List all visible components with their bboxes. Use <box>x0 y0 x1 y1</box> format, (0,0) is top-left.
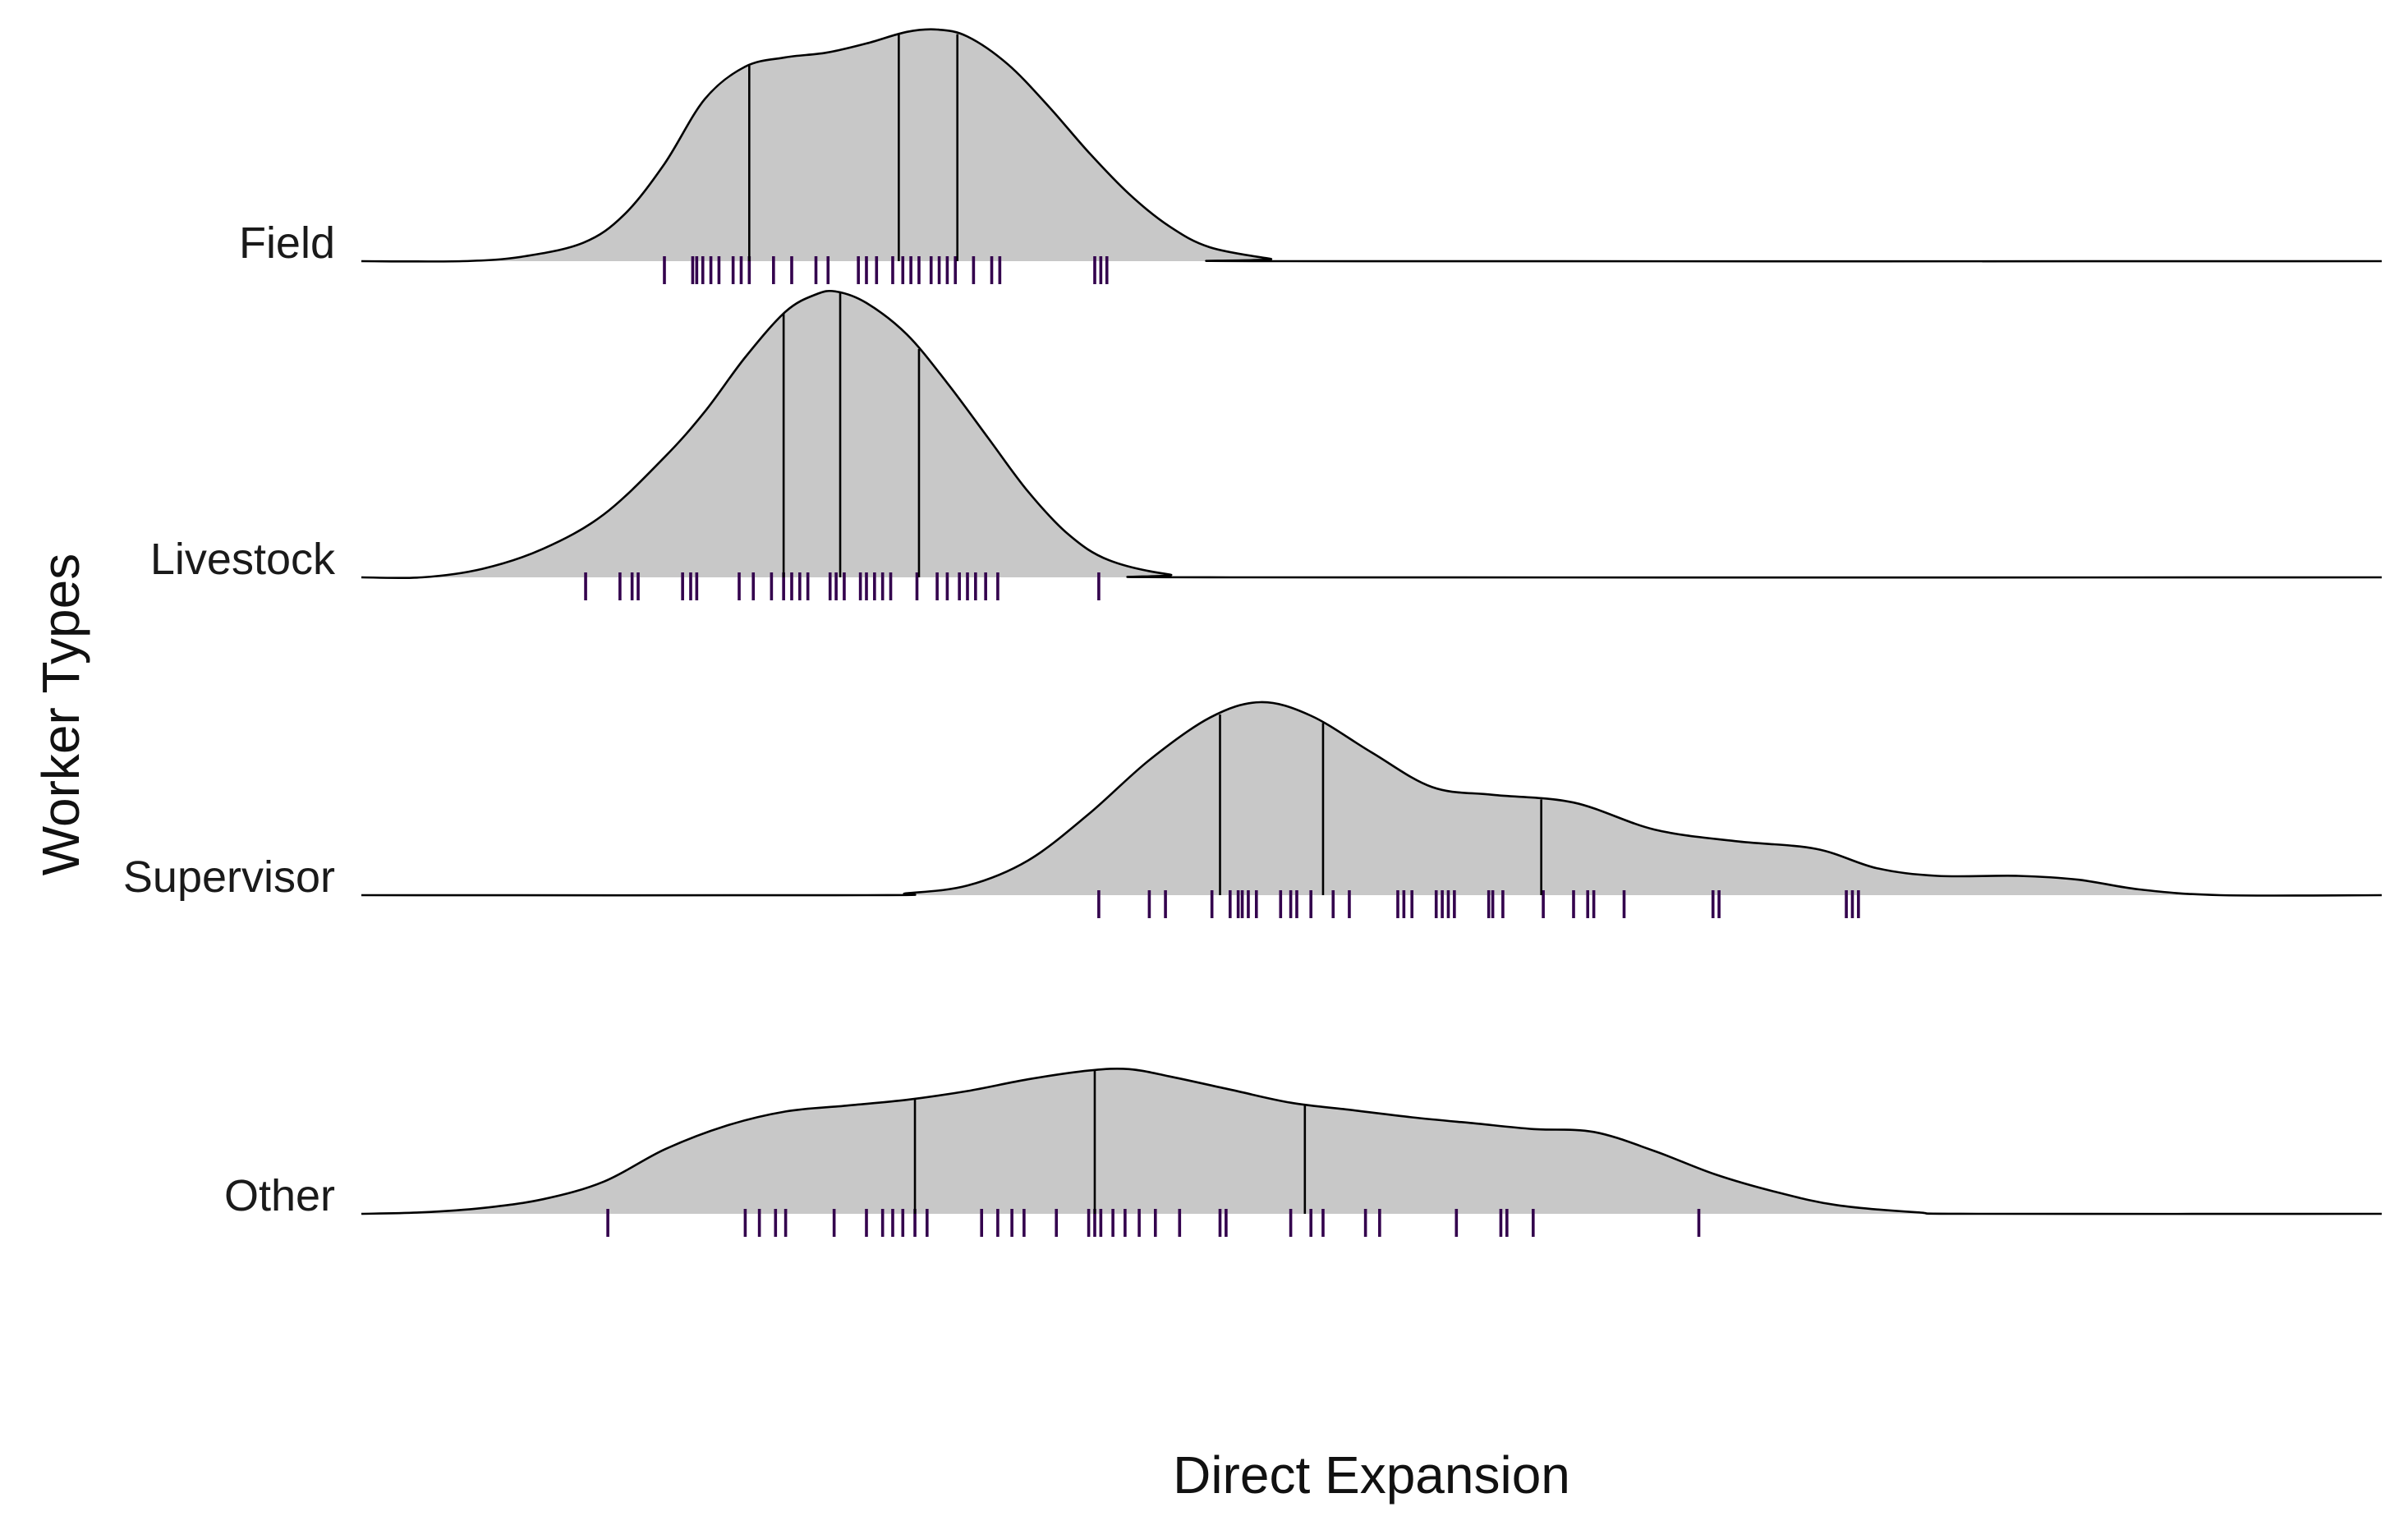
density-area <box>361 701 2382 896</box>
ridge-other <box>361 1067 2383 1237</box>
category-label-supervisor: Supervisor <box>123 852 335 902</box>
ridge-livestock <box>361 289 2383 600</box>
density-area <box>361 29 2382 262</box>
density-curve <box>361 289 2383 580</box>
density-area <box>361 1068 2382 1215</box>
density-curve <box>361 1067 2383 1215</box>
category-labels: Field Livestock Supervisor Other <box>123 218 336 1220</box>
density-curve <box>361 28 2383 263</box>
x-axis-title: Direct Expansion <box>1173 1445 1570 1505</box>
ridge-supervisor <box>361 701 2383 918</box>
category-label-field: Field <box>239 218 335 268</box>
ridge-field <box>361 28 2383 284</box>
ridges-layer <box>361 28 2383 1237</box>
y-axis-title: Worker Types <box>31 554 90 875</box>
category-label-livestock: Livestock <box>150 535 336 584</box>
density-curve <box>361 701 2383 897</box>
category-label-other: Other <box>224 1171 335 1220</box>
density-area <box>361 291 2382 578</box>
